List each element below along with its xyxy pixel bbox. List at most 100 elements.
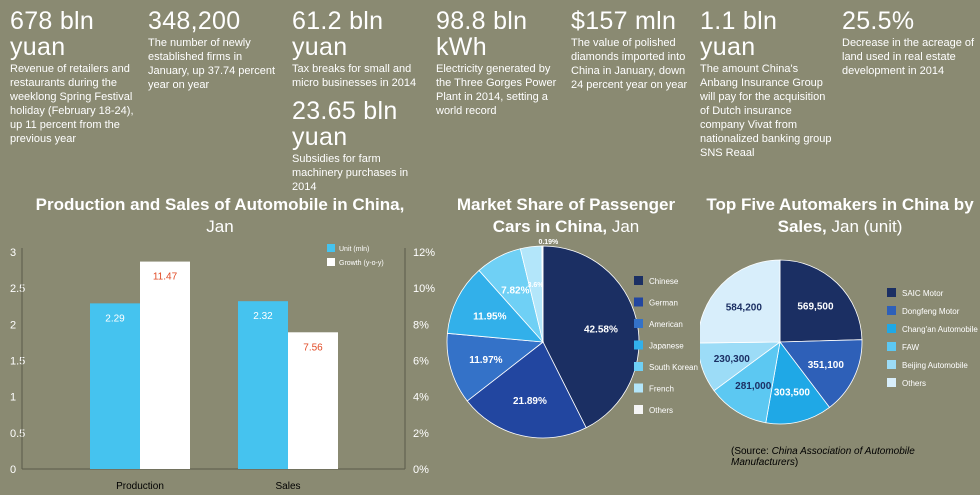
bar-chart-title-suffix: Jan: [206, 217, 234, 236]
stat-land-acreage: 25.5% Decrease in the acreage of land us…: [842, 8, 976, 78]
stat-diamonds: $157 mln The value of polished diamonds …: [571, 8, 689, 92]
bar-value-label: 2.32: [253, 311, 273, 322]
legend-swatch: [634, 276, 643, 285]
bar-unit-sales: [238, 301, 288, 469]
bar-chart-title: Production and Sales of Automobile in Ch…: [20, 194, 420, 238]
stat-value: 25.5%: [842, 7, 915, 35]
y2-tick-label: 6%: [413, 356, 429, 368]
legend-swatch: [634, 297, 643, 307]
pie-value-label: 351,100: [808, 360, 845, 371]
x-tick-label: Sales: [275, 481, 300, 492]
legend-swatch: [887, 324, 896, 333]
bar-unit-production: [90, 303, 140, 469]
stat-value: $157 mln: [571, 7, 677, 35]
source-note: (Source: China Association of Automobile…: [731, 446, 980, 468]
pie-slice-american: [446, 332, 545, 402]
market-share-pie-chart: 42.58% 21.89% 11.97% 11.95% 7.82%3.6% 0.19% Ch…: [446, 239, 698, 439]
y-tick-label: 0: [10, 464, 16, 476]
stat-electricity: 98.8 bln kWh Electricity generated by th…: [436, 8, 560, 118]
pie-value-label: 569,500: [797, 302, 834, 313]
pie-value-label: 11.97%: [469, 355, 502, 366]
y2-tick-label: 0%: [413, 464, 429, 476]
bar-growth-sales: [288, 332, 338, 469]
legend-swatch: [887, 360, 896, 369]
legend-label: Beijing Automobile: [902, 361, 968, 370]
legend-swatch: [634, 340, 643, 350]
legend-label: Others: [649, 406, 673, 415]
market-share-title-suffix: Jan: [611, 217, 640, 236]
stat-value: 348,200: [148, 7, 241, 35]
y-tick-label: 3: [10, 247, 16, 259]
legend-label: Growth (y-o-y): [339, 260, 384, 267]
pie-value-label: 7.82%: [501, 285, 529, 296]
y-tick-label: 1.5: [10, 356, 25, 368]
stat-description: Tax breaks for small and micro businesse…: [292, 63, 417, 89]
production-sales-bar-chart: 0 0.5 1 1.5 2 2.5 3 0% 2% 4% 6% 8% 10% 12% 2.29 11.47 Pr…: [10, 244, 435, 492]
legend-label: Unit (mln): [339, 246, 369, 253]
bar-value-label: 2.29: [105, 313, 125, 324]
pie-value-label: 3.6%: [528, 282, 545, 289]
market-share-title: Market Share of Passenger Cars in China,…: [436, 194, 696, 238]
automakers-title: Top Five Automakers in China by Sales, J…: [700, 194, 980, 238]
pie-value-label: 281,000: [735, 381, 772, 392]
pie-slice-dongfeng-motor: [779, 339, 863, 408]
stat-description: Revenue of retailers and restaurants dur…: [10, 63, 134, 145]
legend-label: German: [649, 299, 678, 308]
legend-swatch: [887, 288, 896, 297]
legend-swatch: [887, 378, 896, 387]
legend-label: Chinese: [649, 277, 679, 286]
y2-tick-label: 4%: [413, 392, 429, 404]
bar-growth-production: [140, 261, 190, 469]
x-tick-label: Production: [116, 481, 164, 492]
legend-swatch: [634, 362, 643, 371]
bar-value-label: 7.56: [303, 342, 323, 353]
pie-slice-others: [541, 245, 544, 343]
pie-value-label: 21.89%: [513, 396, 547, 407]
bar-value-label: 11.47: [153, 272, 178, 283]
stat-description: The amount China's Anbang Insurance Grou…: [700, 63, 832, 159]
pie-slice-faw: [713, 341, 781, 424]
pie-value-label: 11.95%: [473, 311, 506, 322]
pie-slice-chang-an-automobile: [765, 341, 831, 425]
legend-label: Chang'an Automobile: [902, 325, 978, 334]
pie-value-label: 584,200: [726, 302, 763, 313]
y2-tick-label: 10%: [413, 283, 435, 295]
legend-swatch: [634, 319, 643, 328]
stat-anbang: 1.1 bln yuan The amount China's Anbang I…: [700, 8, 834, 160]
legend-label: Others: [902, 379, 926, 388]
pie-value-label: 230,300: [714, 354, 751, 365]
stat-description: Decrease in the acreage of land used in …: [842, 37, 975, 77]
legend-label: FAW: [902, 343, 919, 352]
source-suffix: ): [794, 457, 799, 468]
pie-value-label: 0.19%: [538, 239, 559, 246]
stat-value: 1.1 bln yuan: [700, 7, 778, 61]
legend-label: American: [649, 320, 683, 329]
pie-slice-japanese: [446, 269, 544, 343]
source-prefix: (Source:: [731, 446, 772, 457]
legend-swatch: [327, 258, 335, 266]
legend-swatch: [634, 405, 643, 414]
pie-slice-saic-motor: [779, 259, 863, 343]
stat-value: 98.8 bln kWh: [436, 7, 528, 61]
y-tick-label: 2.5: [10, 283, 25, 295]
legend-label: SAIC Motor: [902, 289, 944, 298]
y2-tick-label: 2%: [413, 428, 429, 440]
legend-label: French: [649, 385, 674, 394]
stat-description: Electricity generated by the Three Gorge…: [436, 63, 557, 117]
bar-chart-title-main: Production and Sales of Automobile in Ch…: [35, 195, 405, 214]
legend-swatch: [887, 342, 896, 351]
market-share-title-main: Market Share of Passenger Cars in China,: [456, 195, 676, 236]
stat-new-firms: 348,200 The number of newly established …: [148, 8, 286, 92]
stat-tax-breaks: 61.2 bln yuan Tax breaks for small and m…: [292, 8, 422, 90]
pie-slice-german: [466, 341, 587, 439]
stat-farm-subsidies: 23.65 bln yuan Subsidies for farm machin…: [292, 98, 422, 194]
pie-value-label: 303,500: [774, 387, 811, 398]
source-name: China Association of Automobile Manufact…: [731, 446, 915, 468]
legend-label: South Korean: [649, 363, 698, 372]
stat-value: 23.65 bln yuan: [292, 97, 398, 151]
legend-label: Dongfeng Motor: [902, 307, 960, 316]
pie-value-label: 42.58%: [584, 324, 618, 335]
stat-value: 678 bln yuan: [10, 7, 95, 61]
stat-description: The value of polished diamonds imported …: [571, 37, 688, 91]
